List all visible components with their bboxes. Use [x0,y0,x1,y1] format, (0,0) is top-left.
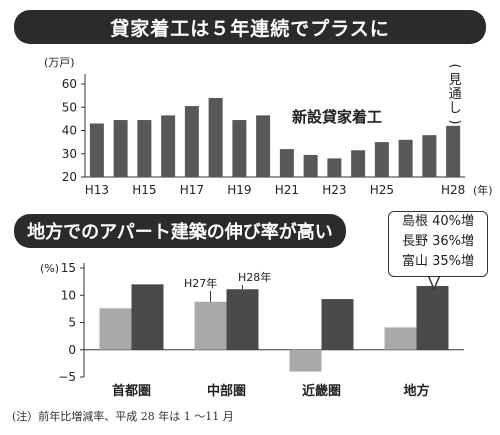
chart2-bar [384,327,417,350]
chart1-y-tick-label: 60 [62,77,77,91]
callout-pointer [427,274,441,291]
chart2-unit-label: (%) [40,262,59,275]
chart1-x-tick-label: H25 [370,183,394,197]
chart1-annotation-char: ) [447,119,462,124]
footnote: (注）前年比増減率、平成 28 年は 1 ～11 月 [12,410,234,423]
chart2-category-label: 首都圏 [112,383,151,399]
callout-line: 長野 36%増 [401,234,475,249]
chart1-bar [256,115,271,177]
chart2-bar [416,285,449,350]
chart2-category-label: 地方 [403,383,429,399]
chart2-category-label: 近畿圏 [302,383,341,399]
chart1-y-tick-label: 40 [62,124,77,138]
chart1-bar [113,120,128,177]
chart1-bar [232,120,247,177]
chart1-bar [137,120,152,177]
chart1-y-tick-label: 20 [62,170,77,184]
chart1-bar [208,97,223,177]
chart1-bar [351,150,366,177]
chart1-annotation-char: 見 [449,73,462,88]
chart1-y-tick-label: 30 [62,147,77,161]
chart1-x-unit: (年) [473,183,493,197]
chart1-bar [422,135,437,177]
chart1-title-banner: 貸家着工は５年連続でプラスに [14,10,486,44]
chart1-x-tick-label: H15 [132,183,156,197]
chart2-title-banner: 地方でのアパート建築の伸び率が高い [14,214,346,248]
chart2-y-tick-label: 5 [68,316,76,330]
chart1-bar [398,139,413,177]
chart1-x-tick-label: H13 [85,183,109,197]
chart1-x-tick-label: H21 [275,183,299,197]
chart2-category-label: 中部圏 [207,383,246,399]
chart1-bar [446,125,461,177]
chart1-annotation-char: 通 [449,87,462,102]
chart1-title: 貸家着工は５年連続でプラスに [110,17,390,40]
chart1-bar [303,154,318,177]
prefecture-callout: 島根 40%増 長野 36%増 富山 35%増 [388,211,488,277]
chart2-series-label: H27年 [184,276,217,290]
chart1-annotation-char: し [449,101,462,116]
chart1-y-tick-label: 50 [62,100,77,114]
chart2-bar [226,289,259,350]
chart2-title: 地方でのアパート建築の伸び率が高い [27,222,333,243]
chart1-bar [279,149,294,177]
chart1-bar [374,142,389,177]
chart1-x-tick-label: H17 [180,183,204,197]
chart1-x-tick-label: H23 [322,183,346,197]
chart2-bar [289,349,322,372]
chart2-bar [99,308,132,350]
chart1-series-label: 新設貸家着工 [292,108,382,126]
chart1-unit-label: (万戸) [44,56,75,69]
chart2-y-tick-label: 10 [61,288,76,302]
chart1-x-tick-label: H28 [441,183,465,197]
chart1-bar [161,115,176,177]
chart2-y-tick-label: 15 [61,261,76,275]
chart2-series-label: H28年 [238,270,271,284]
chart2-y-tick-label: −5 [58,370,76,384]
callout-line: 富山 35%増 [401,254,475,269]
chart2-bar [321,299,354,350]
chart2-bar [194,301,227,350]
chart2-bar [131,284,164,350]
callout-line: 島根 40%増 [401,214,475,229]
chart1-annotation-char: ( [447,63,462,68]
chart1-bar [327,158,342,177]
chart1-x-tick-label: H19 [227,183,251,197]
chart2-y-tick-label: 0 [68,343,76,357]
chart1-bar [89,123,104,177]
chart1-bar [184,106,199,177]
